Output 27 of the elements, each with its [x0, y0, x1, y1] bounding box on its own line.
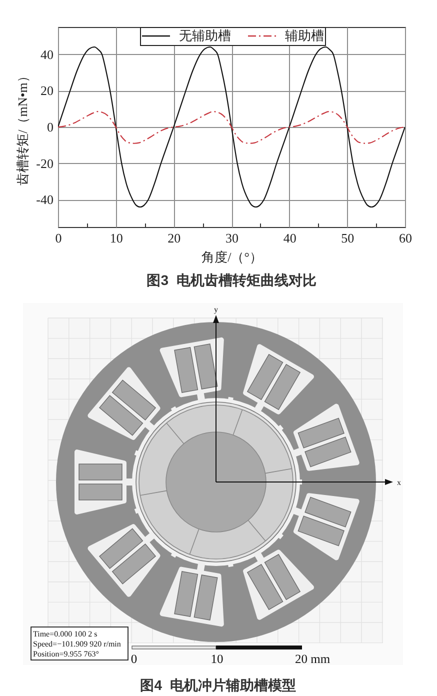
y-tick-label: -20	[36, 156, 54, 171]
y-tick-label: 20	[40, 83, 54, 98]
text: 20 mm	[295, 652, 330, 666]
y-tick-label: -40	[36, 192, 54, 208]
line-series	[58, 110, 405, 144]
text: Position=9.955 763°	[33, 650, 99, 658]
legend-label: 无辅助槽	[179, 28, 231, 43]
x-tick-label: 20	[168, 230, 181, 246]
y-axis-title: 齿槽转矩/（mN•m）	[15, 70, 30, 186]
x-tick-label: 10	[110, 230, 123, 246]
x-tick-label: 30	[226, 230, 238, 246]
text: y	[214, 305, 218, 314]
x-tick-label: 40	[283, 230, 296, 246]
x-tick-label: 50	[341, 230, 354, 246]
text: 图4 电机冲片辅助槽模型	[140, 677, 296, 693]
y-tick-label: 0	[47, 120, 54, 134]
text: x	[397, 478, 401, 487]
x-tick-label: 60	[399, 230, 412, 246]
text: Time=0.000 100 2 s	[33, 630, 98, 638]
text: 图3 电机齿槽转矩曲线对比	[146, 272, 316, 288]
text: Speed=−101.909 920 r/min	[33, 640, 121, 648]
x-axis-title: 角度/（°）	[202, 250, 262, 264]
line-series	[58, 46, 405, 208]
text: 0	[130, 652, 138, 666]
y-tick-label: 40	[40, 46, 54, 62]
text: 10	[210, 652, 224, 666]
legend-label: 辅助槽	[285, 28, 324, 43]
